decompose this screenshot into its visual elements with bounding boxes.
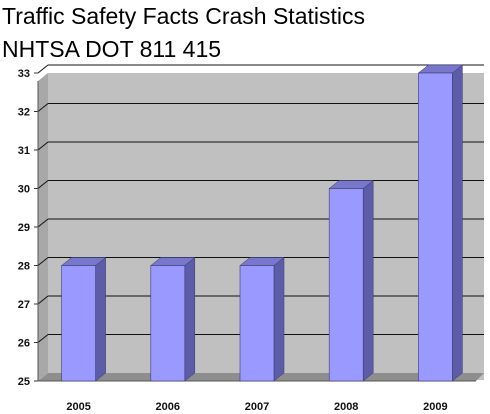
gridline-side-29 [37, 218, 49, 228]
bar-2008 [328, 188, 364, 382]
chart-title-line-1: Traffic Safety Facts Crash Statistics [2, 3, 365, 29]
bar-side-2009 [452, 64, 463, 382]
y-tick-label-30: 30 [18, 184, 30, 196]
gridline-side-26 [37, 334, 49, 343]
x-tick-label-2008: 2008 [334, 401, 358, 413]
gridline-side-33 [37, 64, 49, 74]
y-tick-label-33: 33 [18, 68, 30, 80]
bar-2005 [61, 265, 96, 382]
x-tick-label-2006: 2006 [156, 401, 180, 413]
x-tick-label-2007: 2007 [245, 401, 269, 413]
x-tick-label-2005: 2005 [66, 401, 90, 413]
gridline-side-31 [37, 141, 49, 151]
y-tick-label-31: 31 [18, 145, 30, 157]
x-tick-label-2009: 2009 [423, 401, 447, 413]
bar-side-2005 [95, 256, 106, 382]
bar-2006 [150, 265, 186, 382]
gridline-side-28 [37, 257, 49, 266]
gridline-side-30 [37, 180, 49, 189]
y-tick-label-27: 27 [18, 299, 30, 311]
bar-2009 [418, 72, 453, 382]
y-tick-label-26: 26 [18, 338, 30, 350]
y-tick-label-29: 29 [18, 222, 30, 234]
y-tick-label-25: 25 [18, 376, 30, 388]
bar-side-2007 [273, 256, 285, 382]
y-tick-label-32: 32 [18, 107, 30, 119]
bar-side-2008 [362, 179, 374, 382]
chart-title-line-2: NHTSA DOT 811 415 [2, 36, 222, 62]
bar-side-2006 [184, 256, 196, 382]
gridline-side-32 [37, 103, 49, 112]
y-tick-label-28: 28 [18, 261, 30, 273]
plot-side-wall [38, 73, 48, 381]
gridline-side-27 [37, 295, 49, 305]
bar-2007 [239, 265, 275, 382]
